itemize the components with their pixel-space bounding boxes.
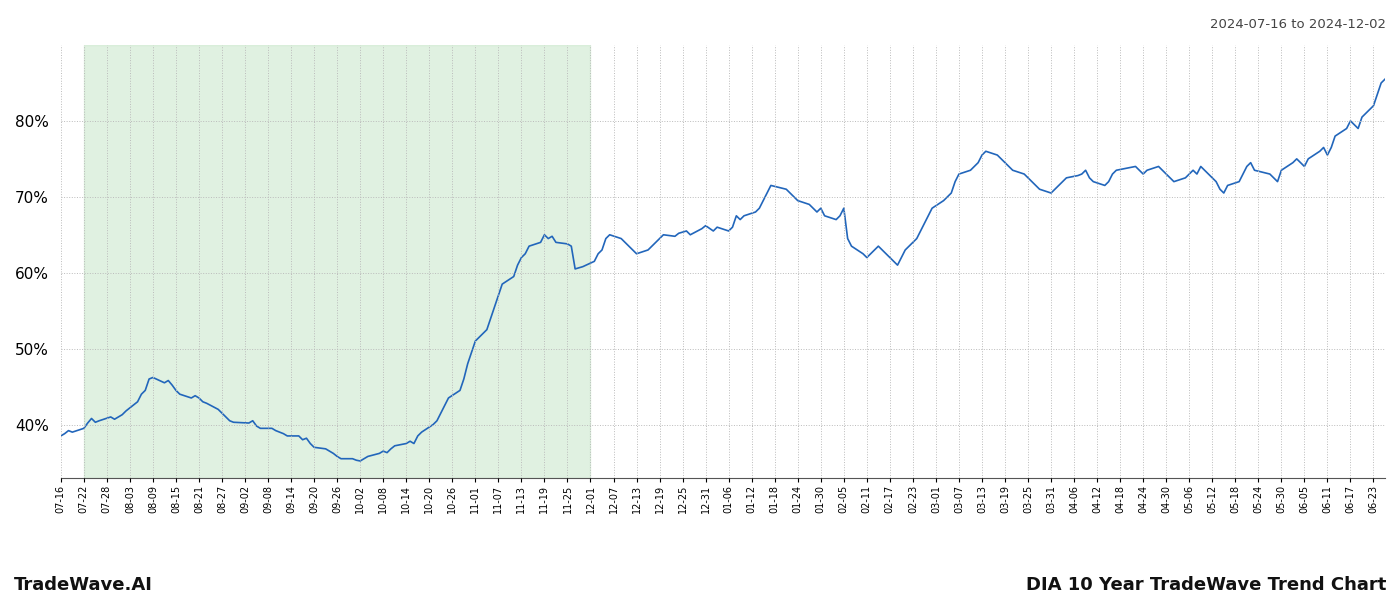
Text: DIA 10 Year TradeWave Trend Chart: DIA 10 Year TradeWave Trend Chart: [1026, 576, 1386, 594]
Text: 2024-07-16 to 2024-12-02: 2024-07-16 to 2024-12-02: [1210, 18, 1386, 31]
Bar: [84, 45, 591, 478]
Text: TradeWave.AI: TradeWave.AI: [14, 576, 153, 594]
